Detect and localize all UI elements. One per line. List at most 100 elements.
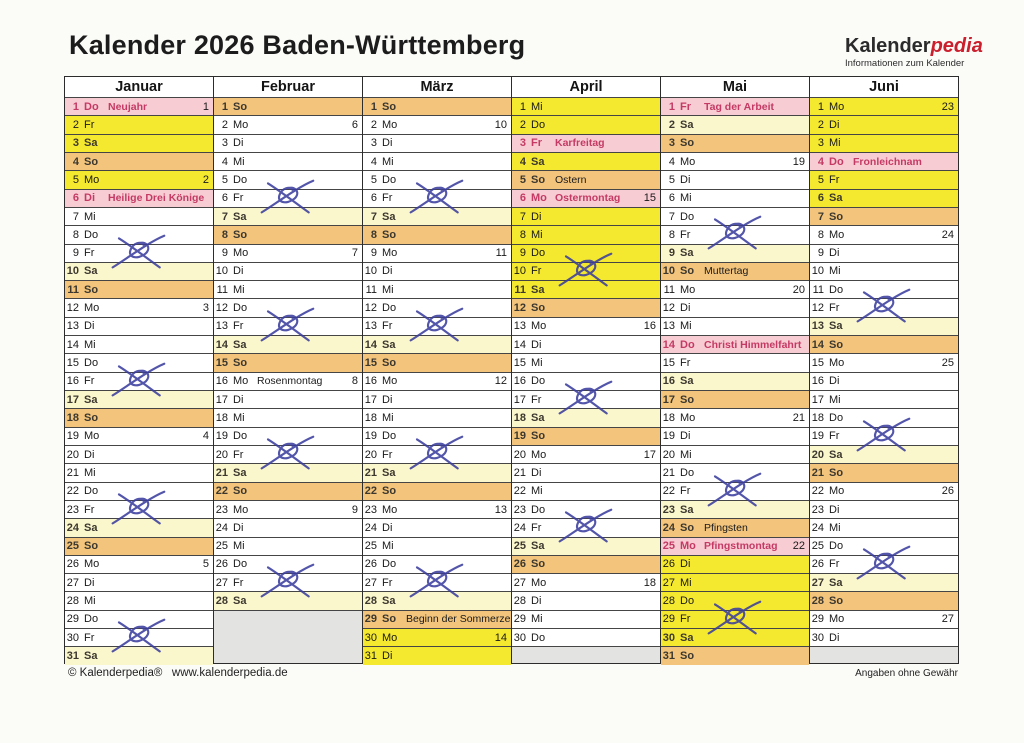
- day-cell-maerz-21[interactable]: 21 Sa: [363, 463, 511, 482]
- day-cell-januar-25[interactable]: 25 So: [65, 536, 213, 555]
- day-cell-februar-18[interactable]: 18 Mi: [214, 408, 362, 427]
- day-cell-juni-10[interactable]: 10 Mi: [810, 261, 958, 281]
- day-cell-maerz-27[interactable]: 27 Fr: [363, 563, 511, 598]
- day-cell-maerz-16[interactable]: 16 Mo 12: [363, 371, 511, 390]
- day-cell-januar-19[interactable]: 19 Mo 4: [65, 426, 213, 445]
- day-cell-mai-31[interactable]: 31 So: [661, 646, 809, 665]
- day-cell-juni-9[interactable]: 9 Di: [810, 243, 958, 262]
- day-cell-mai-30[interactable]: 30 Sa: [661, 628, 809, 647]
- day-cell-januar-7[interactable]: 7 Mi: [65, 206, 213, 226]
- day-cell-mai-20[interactable]: 20 Mi: [661, 444, 809, 464]
- day-cell-juni-30[interactable]: 30 Di: [810, 628, 958, 647]
- day-cell-maerz-15[interactable]: 15 So: [363, 353, 511, 372]
- day-cell-februar-4[interactable]: 4 Mi: [214, 151, 362, 171]
- day-cell-februar-26[interactable]: 26 Do: [214, 554, 362, 574]
- day-cell-juni-29[interactable]: 29 Mo 27: [810, 609, 958, 629]
- day-cell-april-16[interactable]: 16 Do: [512, 371, 660, 390]
- day-cell-juni-24[interactable]: 24 Mi: [810, 518, 958, 537]
- day-cell-juni-20[interactable]: 20 Sa: [810, 444, 958, 464]
- day-cell-mai-21[interactable]: 21 Do: [661, 463, 809, 482]
- day-cell-juni-22[interactable]: 22 Mo 26: [810, 481, 958, 500]
- day-cell-mai-7[interactable]: 7 Do: [661, 206, 809, 226]
- day-cell-juni-17[interactable]: 17 Mi: [810, 390, 958, 409]
- day-cell-januar-2[interactable]: 2 Fr: [65, 115, 213, 134]
- day-cell-maerz-3[interactable]: 3 Di: [363, 133, 511, 152]
- day-cell-juni-18[interactable]: 18 Do: [810, 408, 958, 427]
- day-cell-juni-28[interactable]: 28 So: [810, 591, 958, 610]
- day-cell-juni-15[interactable]: 15 Mo 25: [810, 353, 958, 372]
- day-cell-april-14[interactable]: 14 Di: [512, 335, 660, 354]
- day-cell-april-30[interactable]: 30 Do: [512, 628, 660, 647]
- day-cell-april-6[interactable]: 6 Mo Ostermontag 15: [512, 188, 660, 207]
- day-cell-februar-5[interactable]: 5 Do: [214, 170, 362, 189]
- day-cell-april-9[interactable]: 9 Do: [512, 243, 660, 262]
- day-cell-juni-25[interactable]: 25 Do: [810, 536, 958, 555]
- day-cell-mai-1[interactable]: 1 Fr Tag der Arbeit: [661, 97, 809, 116]
- day-cell-maerz-22[interactable]: 22 So: [363, 481, 511, 500]
- day-cell-april-24[interactable]: 24 Fr: [512, 508, 660, 543]
- day-cell-juni-5[interactable]: 5 Fr: [810, 170, 958, 189]
- day-cell-mai-23[interactable]: 23 Sa: [661, 499, 809, 519]
- day-cell-maerz-7[interactable]: 7 Sa: [363, 206, 511, 226]
- day-cell-maerz-10[interactable]: 10 Di: [363, 261, 511, 281]
- day-cell-maerz-25[interactable]: 25 Mi: [363, 536, 511, 555]
- day-cell-maerz-4[interactable]: 4 Mi: [363, 151, 511, 171]
- day-cell-april-7[interactable]: 7 Di: [512, 206, 660, 226]
- day-cell-januar-28[interactable]: 28 Mi: [65, 591, 213, 610]
- day-cell-mai-18[interactable]: 18 Mo 21: [661, 408, 809, 427]
- day-cell-maerz-1[interactable]: 1 So: [363, 97, 511, 116]
- day-cell-februar-6[interactable]: 6 Fr: [214, 179, 362, 214]
- day-cell-februar-25[interactable]: 25 Mi: [214, 536, 362, 555]
- day-cell-mai-8[interactable]: 8 Fr: [661, 215, 809, 250]
- day-cell-mai-24[interactable]: 24 So Pfingsten: [661, 518, 809, 537]
- day-cell-juni-23[interactable]: 23 Di: [810, 499, 958, 519]
- day-cell-april-4[interactable]: 4 Sa: [512, 151, 660, 171]
- day-cell-maerz-24[interactable]: 24 Di: [363, 518, 511, 537]
- day-cell-februar-17[interactable]: 17 Di: [214, 390, 362, 409]
- day-cell-februar-11[interactable]: 11 Mi: [214, 280, 362, 299]
- day-cell-mai-25[interactable]: 25 Mo Pfingstmontag 22: [661, 536, 809, 555]
- day-cell-mai-15[interactable]: 15 Fr: [661, 353, 809, 372]
- day-cell-februar-13[interactable]: 13 Fr: [214, 307, 362, 342]
- day-cell-mai-29[interactable]: 29 Fr: [661, 600, 809, 635]
- day-cell-januar-23[interactable]: 23 Fr: [65, 490, 213, 525]
- day-cell-maerz-11[interactable]: 11 Mi: [363, 280, 511, 299]
- day-cell-maerz-23[interactable]: 23 Mo 13: [363, 499, 511, 519]
- day-cell-maerz-8[interactable]: 8 So: [363, 225, 511, 244]
- day-cell-juni-8[interactable]: 8 Mo 24: [810, 225, 958, 244]
- day-cell-januar-18[interactable]: 18 So: [65, 408, 213, 427]
- day-cell-januar-10[interactable]: 10 Sa: [65, 261, 213, 281]
- day-cell-april-3[interactable]: 3 Fr Karfreitag: [512, 133, 660, 152]
- day-cell-april-25[interactable]: 25 Sa: [512, 536, 660, 555]
- day-cell-april-18[interactable]: 18 Sa: [512, 408, 660, 427]
- day-cell-april-21[interactable]: 21 Di: [512, 463, 660, 482]
- day-cell-januar-31[interactable]: 31 Sa: [65, 646, 213, 665]
- day-cell-februar-1[interactable]: 1 So: [214, 97, 362, 116]
- day-cell-april-2[interactable]: 2 Do: [512, 115, 660, 134]
- day-cell-januar-5[interactable]: 5 Mo 2: [65, 170, 213, 189]
- day-cell-januar-24[interactable]: 24 Sa: [65, 518, 213, 537]
- day-cell-februar-21[interactable]: 21 Sa: [214, 463, 362, 482]
- day-cell-februar-14[interactable]: 14 Sa: [214, 335, 362, 354]
- day-cell-mai-17[interactable]: 17 So: [661, 390, 809, 409]
- day-cell-maerz-5[interactable]: 5 Do: [363, 170, 511, 189]
- day-cell-juni-13[interactable]: 13 Sa: [810, 316, 958, 336]
- day-cell-mai-10[interactable]: 10 So Muttertag: [661, 261, 809, 281]
- day-cell-januar-9[interactable]: 9 Fr: [65, 234, 213, 268]
- day-cell-februar-7[interactable]: 7 Sa: [214, 206, 362, 226]
- day-cell-mai-26[interactable]: 26 Di: [661, 554, 809, 574]
- day-cell-maerz-14[interactable]: 14 Sa: [363, 335, 511, 354]
- day-cell-juni-4[interactable]: 4 Do Fronleichnam: [810, 151, 958, 171]
- day-cell-februar-8[interactable]: 8 So: [214, 225, 362, 244]
- day-cell-januar-11[interactable]: 11 So: [65, 280, 213, 299]
- day-cell-maerz-18[interactable]: 18 Mi: [363, 408, 511, 427]
- day-cell-maerz-30[interactable]: 30 Mo 14: [363, 628, 511, 647]
- day-cell-februar-28[interactable]: 28 Sa: [214, 591, 362, 610]
- day-cell-mai-11[interactable]: 11 Mo 20: [661, 280, 809, 299]
- day-cell-april-12[interactable]: 12 So: [512, 298, 660, 317]
- day-cell-april-15[interactable]: 15 Mi: [512, 353, 660, 372]
- day-cell-juni-26[interactable]: 26 Fr: [810, 545, 958, 580]
- day-cell-mai-19[interactable]: 19 Di: [661, 426, 809, 445]
- day-cell-januar-13[interactable]: 13 Di: [65, 316, 213, 336]
- day-cell-februar-16[interactable]: 16 Mo Rosenmontag 8: [214, 371, 362, 390]
